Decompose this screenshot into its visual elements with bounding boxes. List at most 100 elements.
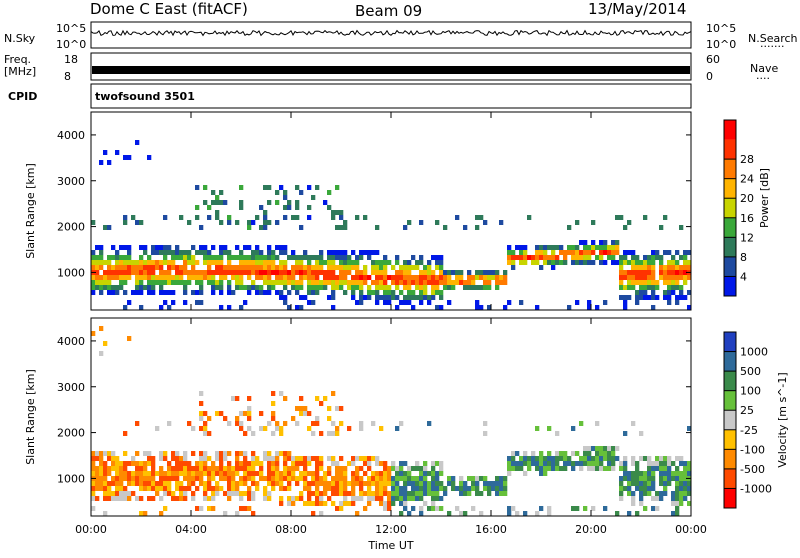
heatmap-cell: [243, 260, 248, 265]
heatmap-cell: [187, 275, 192, 280]
heatmap-cell: [687, 486, 692, 491]
heatmap-cell: [355, 260, 360, 265]
x-tick-label: 16:00: [475, 523, 507, 536]
heatmap-cell: [211, 270, 216, 275]
heatmap-cell: [379, 491, 384, 496]
heatmap-cell: [375, 265, 380, 270]
heatmap-cell: [211, 255, 216, 260]
heatmap-cell: [319, 511, 324, 516]
power-ylabel: Slant Range [km]: [24, 163, 37, 259]
heatmap-cell: [207, 481, 212, 486]
heatmap-cell: [199, 426, 204, 431]
heatmap-cell: [151, 481, 156, 486]
heatmap-cell: [171, 275, 176, 280]
heatmap-cell: [131, 471, 136, 476]
heatmap-cell: [267, 461, 272, 466]
heatmap-cell: [147, 476, 152, 481]
heatmap-cell: [159, 451, 164, 456]
heatmap-cell: [595, 451, 600, 456]
heatmap-cell: [163, 300, 168, 305]
heatmap-cell: [267, 481, 272, 486]
heatmap-cell: [439, 481, 444, 486]
heatmap-cell: [683, 471, 688, 476]
colorbar-segment: [724, 120, 736, 140]
heatmap-cell: [631, 481, 636, 486]
heatmap-cell: [395, 275, 400, 280]
heatmap-cell: [643, 295, 648, 300]
heatmap-cell: [295, 280, 300, 285]
heatmap-cell: [495, 481, 500, 486]
heatmap-cell: [383, 285, 388, 290]
heatmap-cell: [259, 260, 264, 265]
heatmap-cell: [359, 476, 364, 481]
heatmap-cell: [679, 476, 684, 481]
heatmap-cell: [387, 260, 392, 265]
heatmap-cell: [495, 476, 500, 481]
heatmap-cell: [643, 265, 648, 270]
heatmap-cell: [247, 471, 252, 476]
heatmap-cell: [659, 481, 664, 486]
heatmap-cell: [207, 496, 212, 501]
heatmap-cell: [431, 481, 436, 486]
heatmap-cell: [107, 260, 112, 265]
heatmap-cell: [419, 466, 424, 471]
heatmap-cell: [463, 481, 468, 486]
heatmap-cell: [335, 210, 340, 215]
heatmap-cell: [479, 305, 484, 310]
heatmap-cell: [263, 260, 268, 265]
heatmap-cell: [171, 491, 176, 496]
heatmap-cell: [263, 426, 268, 431]
heatmap-cell: [275, 461, 280, 466]
heatmap-cell: [219, 280, 224, 285]
heatmap-cell: [111, 255, 116, 260]
heatmap-cell: [91, 285, 96, 290]
heatmap-cell: [383, 506, 388, 511]
y-tick-label: 3000: [57, 175, 85, 188]
heatmap-cell: [103, 280, 108, 285]
heatmap-cell: [687, 265, 692, 270]
heatmap-cell: [167, 260, 172, 265]
heatmap-cell: [251, 270, 256, 275]
heatmap-cell: [223, 200, 228, 205]
heatmap-cell: [663, 491, 668, 496]
heatmap-cell: [403, 476, 408, 481]
heatmap-cell: [331, 265, 336, 270]
heatmap-cell: [371, 265, 376, 270]
heatmap-cell: [95, 275, 100, 280]
heatmap-cell: [243, 265, 248, 270]
heatmap-cell: [279, 451, 284, 456]
heatmap-cell: [367, 250, 372, 255]
heatmap-cell: [619, 461, 624, 466]
heatmap-cell: [171, 496, 176, 501]
heatmap-cell: [475, 300, 480, 305]
heatmap-cell: [315, 456, 320, 461]
heatmap-cell: [147, 481, 152, 486]
heatmap-cell: [115, 150, 120, 155]
heatmap-cell: [419, 496, 424, 501]
heatmap-cell: [143, 481, 148, 486]
heatmap-cell: [255, 486, 260, 491]
heatmap-cell: [639, 471, 644, 476]
heatmap-cell: [467, 486, 472, 491]
heatmap-cell: [431, 270, 436, 275]
heatmap-cell: [535, 260, 540, 265]
heatmap-cell: [107, 451, 112, 456]
heatmap-cell: [151, 270, 156, 275]
heatmap-cell: [99, 275, 104, 280]
heatmap-cell: [151, 471, 156, 476]
heatmap-cell: [651, 260, 656, 265]
heatmap-cell: [543, 255, 548, 260]
heatmap-cell: [383, 461, 388, 466]
heatmap-cell: [343, 220, 348, 225]
heatmap-cell: [579, 260, 584, 265]
heatmap-cell: [531, 461, 536, 466]
heatmap-cell: [119, 471, 124, 476]
heatmap-cell: [195, 476, 200, 481]
heatmap-cell: [411, 506, 416, 511]
heatmap-cell: [275, 220, 280, 225]
heatmap-cell: [647, 481, 652, 486]
heatmap-cell: [463, 280, 468, 285]
heatmap-cell: [123, 255, 128, 260]
heatmap-cell: [635, 486, 640, 491]
heatmap-cell: [219, 270, 224, 275]
